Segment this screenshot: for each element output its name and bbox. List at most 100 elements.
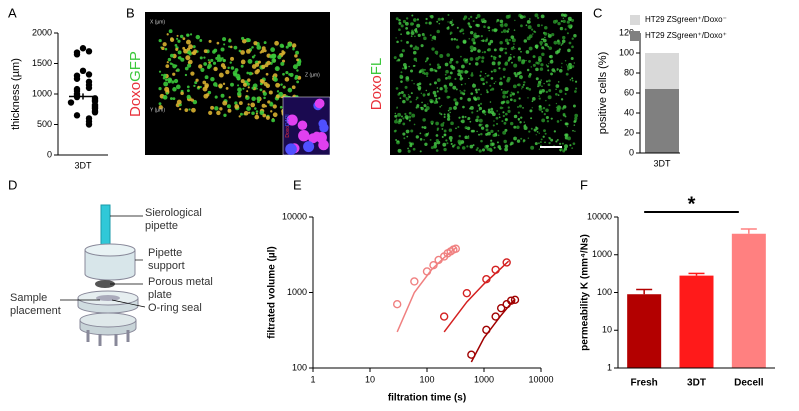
dot	[85, 71, 93, 78]
cell	[490, 70, 493, 73]
cell	[540, 79, 542, 81]
cell	[469, 45, 474, 50]
cell	[502, 111, 505, 114]
cell	[493, 68, 497, 73]
cell	[461, 115, 465, 119]
cell	[482, 39, 485, 42]
dot	[85, 48, 93, 55]
cell	[259, 82, 263, 86]
cell	[567, 48, 571, 53]
x-axis-label: filtration time (s)	[388, 393, 466, 404]
cell	[422, 93, 426, 97]
cell	[176, 68, 180, 72]
cell	[456, 45, 460, 49]
cell	[529, 18, 531, 20]
cell	[312, 131, 322, 141]
cell	[514, 19, 516, 22]
axis-3d-label: Y (µm)	[150, 107, 165, 113]
cell	[560, 148, 563, 151]
cell	[210, 58, 214, 62]
cell	[225, 69, 230, 75]
cell	[208, 61, 211, 64]
cell	[413, 57, 418, 62]
cell	[502, 29, 507, 33]
cell	[271, 53, 276, 59]
cell	[410, 35, 413, 37]
y-axis-label: filtrated volume (µl)	[267, 246, 278, 338]
cell	[555, 102, 558, 105]
cell	[571, 65, 575, 68]
cell	[448, 128, 453, 132]
cell	[458, 116, 461, 119]
x-tick-label: 3DT	[653, 158, 671, 168]
cell	[420, 92, 423, 95]
cell	[222, 100, 228, 106]
cell	[575, 87, 578, 90]
cell	[572, 129, 574, 132]
cell	[557, 105, 562, 110]
cell	[485, 132, 489, 136]
cell	[162, 73, 167, 78]
cell	[544, 132, 547, 135]
cell	[506, 79, 510, 83]
cell	[417, 106, 420, 109]
cell	[448, 136, 453, 140]
cell	[431, 123, 434, 125]
diagram-label: Porous metal	[148, 276, 213, 288]
cell	[469, 106, 474, 110]
cell	[443, 145, 445, 147]
fit-line	[443, 260, 510, 333]
cell	[489, 101, 492, 103]
cell	[481, 60, 484, 63]
y-tick-label: 100	[597, 287, 612, 297]
cell	[292, 47, 295, 51]
cell	[485, 128, 489, 132]
x-tick-label: 3DT	[687, 378, 706, 389]
cell	[394, 114, 398, 118]
cell	[432, 90, 437, 95]
cell	[556, 120, 560, 123]
cell	[462, 32, 465, 35]
diagram-label: Sample	[10, 292, 47, 304]
cell	[169, 78, 172, 82]
cell	[166, 61, 169, 64]
cell	[487, 26, 491, 30]
cell	[399, 74, 403, 78]
cell	[447, 21, 449, 23]
panel-letter: F	[580, 177, 588, 192]
cell	[574, 80, 578, 83]
cell	[543, 129, 546, 133]
cell	[505, 64, 507, 66]
cell	[472, 83, 476, 88]
dot	[73, 51, 81, 58]
cell	[478, 123, 482, 127]
cell	[547, 95, 552, 100]
cell	[436, 29, 440, 34]
cell	[195, 34, 201, 40]
cell	[502, 114, 505, 118]
y-tick-label: 500	[37, 119, 52, 129]
cell	[545, 99, 547, 102]
cell	[486, 37, 488, 40]
cell	[216, 59, 219, 62]
cell	[460, 70, 464, 74]
cell	[555, 92, 558, 96]
cell	[394, 112, 396, 115]
cell	[471, 37, 476, 42]
cell	[517, 117, 521, 121]
cell	[521, 88, 523, 90]
cell	[456, 146, 460, 150]
cell	[422, 118, 426, 122]
cell	[520, 60, 525, 65]
y-tick-label: 1	[607, 362, 612, 372]
cell	[207, 59, 210, 62]
cell	[425, 132, 429, 136]
cell	[169, 97, 173, 100]
cell	[257, 60, 261, 64]
cell	[416, 104, 420, 108]
bar	[731, 233, 766, 368]
cell	[454, 101, 459, 106]
cell	[292, 45, 295, 48]
point	[491, 312, 500, 321]
cell	[203, 62, 208, 66]
